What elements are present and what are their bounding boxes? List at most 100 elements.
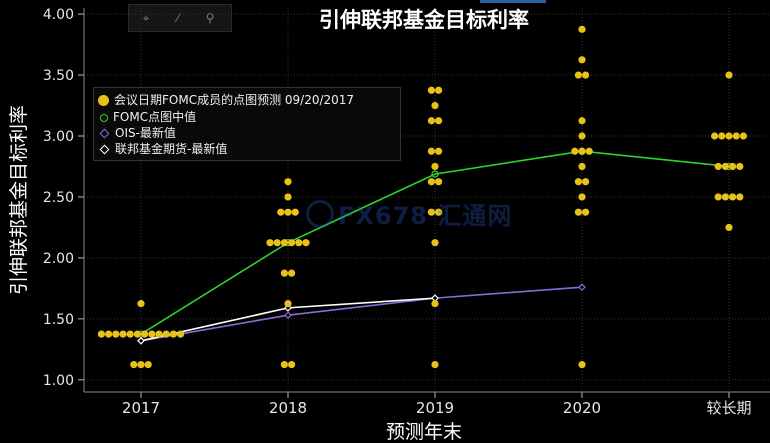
watermark-text-2: 汇通网 [437,202,513,230]
legend-item-median: FOMC点图中值 [98,108,196,125]
fomc-dot [574,71,583,79]
chart-toolbar: ⌖ ⁄ ⚲ [128,4,232,32]
fomc-dot [571,147,579,155]
series-line-2 [140,286,583,342]
fomc-dot [721,162,730,171]
y-axis-title: 引伸联邦基金目标利率 [8,105,30,295]
legend-futures-swatch-icon [99,144,110,155]
crosshair-icon[interactable]: ⌖ [142,11,150,25]
fomc-dot [284,208,292,216]
fomc-dot [435,208,443,216]
fomc-dot [277,208,285,216]
fomc-dot [295,239,303,247]
fomc-dot [427,208,435,216]
fomc-dot [126,330,134,338]
fomc-dot [578,25,586,33]
y-tick-label: 3.00 [43,129,74,145]
fomc-dot [284,178,292,186]
legend-item-dots: 会议日期FOMC成员的点图预测 09/20/2017 [98,91,354,108]
ois-point [284,311,292,320]
y-tick-label: 1.50 [43,312,74,328]
y-tick-label: 3.50 [43,68,74,84]
fomc-dot [130,360,138,369]
fomc-dot [133,330,141,338]
legend-item-futures: 联邦基金期货-最新值 [98,140,227,157]
chart-title: 引伸联邦基金目标利率 [319,8,529,32]
legend-label-dots: 会议日期FOMC成员的点图预测 09/20/2017 [114,93,355,107]
fomc-dot [119,330,127,338]
fomc-dot [582,208,590,216]
watermark-logo-icon [306,200,334,228]
fomc-dot [288,360,296,369]
fomc-dot [729,162,737,171]
fomc-dot [582,71,590,79]
legend-label-median: FOMC点图中值 [113,110,197,124]
fomc-dot [280,360,288,369]
fomc-dot [578,162,586,171]
fomc-dot [427,86,435,94]
fomc-dot [736,162,744,171]
pencil-icon[interactable]: ⁄ [176,11,179,25]
x-tick-label: 较长期 [706,399,751,417]
fomc-dot [435,147,443,155]
x-tick-label: 2019 [416,399,454,417]
fomc-dot [431,162,439,171]
y-tick-label: 2.00 [43,251,74,267]
fomc-dot [711,132,719,140]
x-axis-title: 预测年末 [386,421,462,443]
fomc-dot [137,360,145,369]
magnifier-icon[interactable]: ⚲ [205,11,215,25]
fomc-dot [725,71,733,79]
futures-point [137,336,145,345]
fomc-dot [435,86,443,94]
axis-labels: 1.00 1.50 2.00 2.50 3.00 3.50 4.00 2017 2018 2019… [8,7,752,443]
fomc-dot [427,117,435,125]
fomc-dot [578,132,586,140]
fomc-dot [739,132,748,140]
legend-ois-swatch-icon [99,128,110,139]
y-tick-label: 4.00 [43,7,74,23]
fomc-dot [266,239,274,247]
median-point [431,170,439,178]
fomc-dot [574,208,583,216]
fomc-dot [137,300,145,308]
fomc-dot [112,330,120,338]
series-line-1 [140,150,730,335]
fomc-dot [284,193,292,201]
fomc-dot [736,193,744,201]
legend-item-ois: OIS-最新值 [98,124,176,141]
fomc-dot [431,360,439,369]
fomc-dot [714,193,722,201]
fomc-dot [729,193,737,201]
fomc-dot [97,330,105,338]
legend-label-futures: 联邦基金期货-最新值 [115,142,228,156]
fomc-dot [427,178,435,186]
fomc-dot [144,360,152,369]
fomc-dot [291,208,299,216]
fomc-dot [578,56,586,64]
fomc-dot [578,147,586,155]
fomc-dot [148,330,156,338]
legend-dot-swatch-icon [98,95,109,106]
fomc-dot [435,117,443,125]
fomc-dot [141,330,149,338]
fomc-dot [105,330,113,338]
x-tick-label: 2018 [269,399,307,417]
fomc-dot [280,239,288,247]
top-tab-indicator [480,0,546,3]
fomc-dot [431,101,439,110]
dot-plot-markers [97,25,748,369]
y-tick-label: 2.50 [43,190,74,206]
fomc-dot [574,178,583,186]
y-tick-label: 1.00 [43,373,74,389]
fomc-dot [714,162,722,171]
fomc-dot [578,117,586,125]
chart-legend: 会议日期FOMC成员的点图预测 09/20/2017 FOMC点图中值 OIS-… [93,87,401,161]
fomc-dot [169,330,177,338]
fomc-dot [431,300,439,308]
fomc-dot [721,193,730,201]
fomc-dot [284,300,292,308]
fomc-dot [582,178,590,186]
watermark: FX678 汇通网 [306,196,512,231]
